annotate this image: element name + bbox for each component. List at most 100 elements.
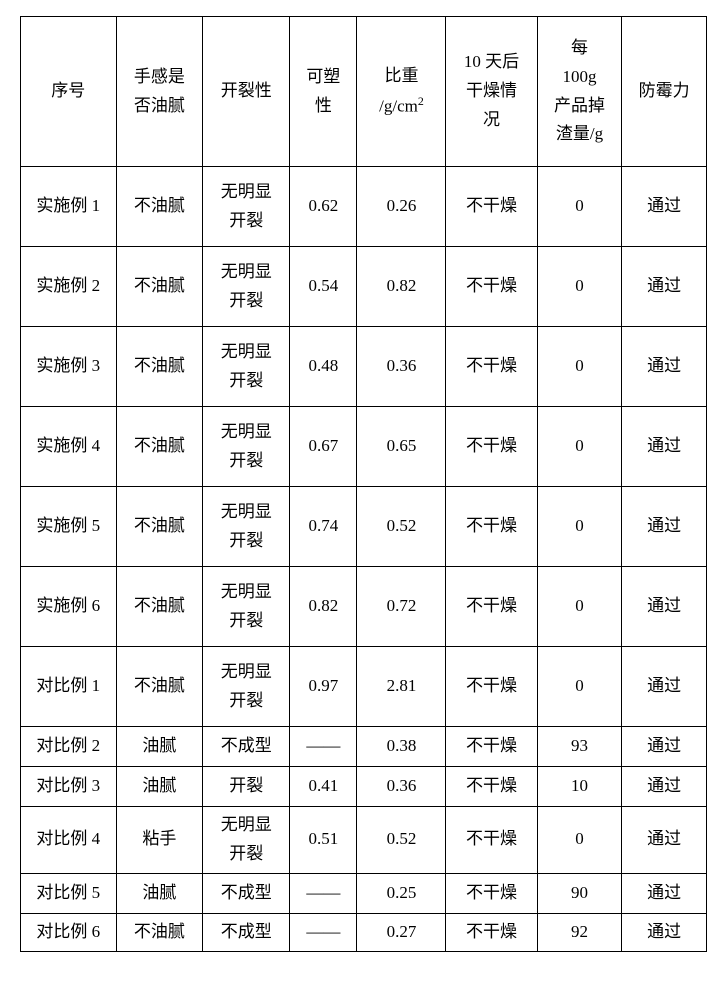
col-header-7: 防霉力 <box>622 17 707 167</box>
table-header-row: 序号手感是否油腻开裂性可塑性比重/g/cm210 天后干燥情况每100g产品掉渣… <box>21 17 707 167</box>
cell-0-3: 0.62 <box>290 167 357 247</box>
cell-1-7: 通过 <box>622 247 707 327</box>
cell-3-6: 0 <box>537 407 622 487</box>
cell-9-7: 通过 <box>622 807 707 874</box>
cell-0-2: 无明显开裂 <box>203 167 290 247</box>
cell-2-3: 0.48 <box>290 327 357 407</box>
cell-4-3: 0.74 <box>290 487 357 567</box>
cell-5-6: 0 <box>537 567 622 647</box>
table-row: 实施例 6不油腻无明显开裂0.820.72不干燥0通过 <box>21 567 707 647</box>
cell-1-0: 实施例 2 <box>21 247 117 327</box>
cell-3-5: 不干燥 <box>446 407 537 487</box>
table-row: 对比例 4粘手无明显开裂0.510.52不干燥0通过 <box>21 807 707 874</box>
cell-4-6: 0 <box>537 487 622 567</box>
cell-10-4: 0.25 <box>357 873 446 913</box>
col-header-3: 可塑性 <box>290 17 357 167</box>
cell-11-4: 0.27 <box>357 913 446 951</box>
cell-10-6: 90 <box>537 873 622 913</box>
cell-3-0: 实施例 4 <box>21 407 117 487</box>
cell-7-4: 0.38 <box>357 727 446 767</box>
cell-8-6: 10 <box>537 767 622 807</box>
col-header-2: 开裂性 <box>203 17 290 167</box>
cell-5-3: 0.82 <box>290 567 357 647</box>
cell-11-5: 不干燥 <box>446 913 537 951</box>
cell-6-2: 无明显开裂 <box>203 647 290 727</box>
cell-6-7: 通过 <box>622 647 707 727</box>
cell-10-2: 不成型 <box>203 873 290 913</box>
cell-11-6: 92 <box>537 913 622 951</box>
cell-9-1: 粘手 <box>116 807 203 874</box>
cell-5-0: 实施例 6 <box>21 567 117 647</box>
table-row: 实施例 3不油腻无明显开裂0.480.36不干燥0通过 <box>21 327 707 407</box>
cell-2-4: 0.36 <box>357 327 446 407</box>
cell-2-2: 无明显开裂 <box>203 327 290 407</box>
cell-8-2: 开裂 <box>203 767 290 807</box>
cell-5-2: 无明显开裂 <box>203 567 290 647</box>
cell-0-5: 不干燥 <box>446 167 537 247</box>
cell-2-0: 实施例 3 <box>21 327 117 407</box>
cell-7-2: 不成型 <box>203 727 290 767</box>
cell-11-1: 不油腻 <box>116 913 203 951</box>
cell-1-6: 0 <box>537 247 622 327</box>
col-header-6: 每100g产品掉渣量/g <box>537 17 622 167</box>
cell-10-7: 通过 <box>622 873 707 913</box>
cell-1-5: 不干燥 <box>446 247 537 327</box>
table-row: 对比例 3油腻开裂0.410.36不干燥10通过 <box>21 767 707 807</box>
table-row: 对比例 5油腻不成型——0.25不干燥90通过 <box>21 873 707 913</box>
cell-4-0: 实施例 5 <box>21 487 117 567</box>
cell-0-1: 不油腻 <box>116 167 203 247</box>
cell-6-0: 对比例 1 <box>21 647 117 727</box>
cell-0-4: 0.26 <box>357 167 446 247</box>
table-row: 对比例 1不油腻无明显开裂0.972.81不干燥0通过 <box>21 647 707 727</box>
table-row: 实施例 5不油腻无明显开裂0.740.52不干燥0通过 <box>21 487 707 567</box>
cell-2-6: 0 <box>537 327 622 407</box>
cell-0-6: 0 <box>537 167 622 247</box>
cell-8-5: 不干燥 <box>446 767 537 807</box>
cell-6-3: 0.97 <box>290 647 357 727</box>
cell-3-1: 不油腻 <box>116 407 203 487</box>
cell-3-7: 通过 <box>622 407 707 487</box>
table-row: 实施例 4不油腻无明显开裂0.670.65不干燥0通过 <box>21 407 707 487</box>
cell-11-2: 不成型 <box>203 913 290 951</box>
cell-11-3: —— <box>290 913 357 951</box>
material-properties-table: 序号手感是否油腻开裂性可塑性比重/g/cm210 天后干燥情况每100g产品掉渣… <box>20 16 707 952</box>
cell-5-1: 不油腻 <box>116 567 203 647</box>
cell-4-1: 不油腻 <box>116 487 203 567</box>
cell-6-1: 不油腻 <box>116 647 203 727</box>
cell-6-5: 不干燥 <box>446 647 537 727</box>
cell-8-1: 油腻 <box>116 767 203 807</box>
cell-9-3: 0.51 <box>290 807 357 874</box>
table-row: 对比例 2油腻不成型——0.38不干燥93通过 <box>21 727 707 767</box>
cell-7-0: 对比例 2 <box>21 727 117 767</box>
cell-11-0: 对比例 6 <box>21 913 117 951</box>
cell-8-7: 通过 <box>622 767 707 807</box>
cell-8-0: 对比例 3 <box>21 767 117 807</box>
cell-5-5: 不干燥 <box>446 567 537 647</box>
cell-6-6: 0 <box>537 647 622 727</box>
cell-1-3: 0.54 <box>290 247 357 327</box>
col-header-4: 比重/g/cm2 <box>357 17 446 167</box>
cell-10-3: —— <box>290 873 357 913</box>
cell-0-0: 实施例 1 <box>21 167 117 247</box>
cell-1-1: 不油腻 <box>116 247 203 327</box>
cell-4-5: 不干燥 <box>446 487 537 567</box>
cell-4-2: 无明显开裂 <box>203 487 290 567</box>
cell-3-2: 无明显开裂 <box>203 407 290 487</box>
cell-8-4: 0.36 <box>357 767 446 807</box>
cell-7-3: —— <box>290 727 357 767</box>
cell-10-5: 不干燥 <box>446 873 537 913</box>
cell-7-5: 不干燥 <box>446 727 537 767</box>
cell-0-7: 通过 <box>622 167 707 247</box>
cell-9-6: 0 <box>537 807 622 874</box>
table-row: 实施例 1不油腻无明显开裂0.620.26不干燥0通过 <box>21 167 707 247</box>
col-header-5: 10 天后干燥情况 <box>446 17 537 167</box>
cell-9-2: 无明显开裂 <box>203 807 290 874</box>
col-header-1: 手感是否油腻 <box>116 17 203 167</box>
cell-5-7: 通过 <box>622 567 707 647</box>
cell-7-6: 93 <box>537 727 622 767</box>
cell-2-5: 不干燥 <box>446 327 537 407</box>
cell-10-1: 油腻 <box>116 873 203 913</box>
cell-1-4: 0.82 <box>357 247 446 327</box>
table-row: 对比例 6不油腻不成型——0.27不干燥92通过 <box>21 913 707 951</box>
cell-7-7: 通过 <box>622 727 707 767</box>
